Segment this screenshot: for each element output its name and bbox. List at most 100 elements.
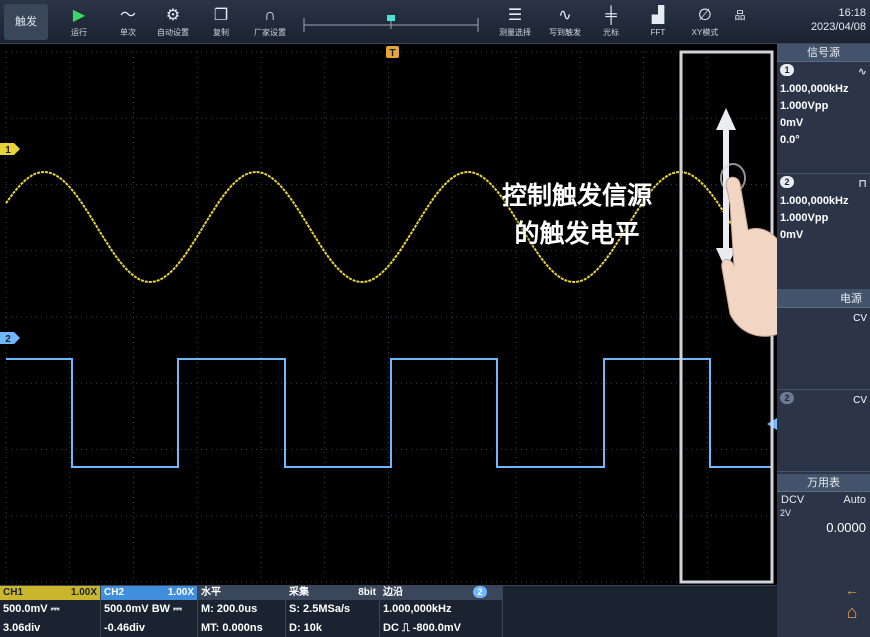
instruction-text-line1: 控制触发信源	[501, 182, 652, 210]
clock: 16:18 2023/04/08	[796, 6, 866, 34]
ch2-square-trace	[6, 358, 771, 468]
right-side-panel: 信号源 1 ∿ 1.000,000kHz 1.000Vpp 0mV 0.0° 2…	[777, 44, 870, 637]
measure-label: 测量选择	[499, 28, 531, 37]
ch2-name: CH2	[104, 587, 125, 598]
ch1-probe: 1.00X	[70, 587, 97, 598]
acquire-status[interactable]: 采集 8bit S: 2.5MSa/s D: 10k	[286, 586, 380, 637]
cursor-icon: ╪	[605, 7, 617, 24]
trigger-menu-button[interactable]: 触发	[4, 4, 48, 40]
horizontal-delay: MT: 0.000ns	[201, 622, 263, 634]
copy-button[interactable]: ❐ 复制	[204, 4, 238, 40]
ch2-probe: 1.00X	[167, 587, 194, 598]
trigger-source-badge: 2	[473, 586, 487, 598]
trigger-marker-label: T	[389, 48, 395, 59]
waveform-canvas[interactable]: T 1 2	[0, 44, 777, 585]
horizontal-status[interactable]: 水平 M: 200.0us MT: 0.000ns	[198, 586, 286, 637]
single-wave-icon: 〜	[119, 7, 136, 24]
trigger-title: 边沿	[383, 587, 403, 598]
time-position-bar[interactable]	[300, 12, 482, 32]
copy-icon: ❐	[213, 7, 229, 24]
fft-label: FFT	[650, 28, 666, 37]
ch2-status[interactable]: CH2 1.00X 500.0mV BW ⎓ -0.46div	[101, 586, 198, 637]
mask-button[interactable]: ∿ 写到触发	[542, 4, 588, 40]
xy-label: XY模式	[691, 28, 719, 37]
power-ch2-mode: CV	[853, 395, 867, 406]
dmm-mode[interactable]: DCV	[781, 494, 805, 506]
single-label: 单次	[120, 28, 136, 37]
dmm-reading: 0.0000	[826, 520, 866, 535]
cursor-button[interactable]: ╪ 光标	[594, 4, 628, 40]
source-ch2-amp: 1.000Vpp	[780, 212, 829, 224]
source-ch1-phase: 0.0°	[780, 134, 800, 146]
source-ch1-freq: 1.000,000kHz	[780, 83, 849, 95]
list-icon: ☰	[507, 7, 523, 24]
trigger-freq: 1.000,000kHz	[383, 603, 452, 615]
clock-time: 16:18	[838, 7, 866, 19]
power-ch2[interactable]: 2 CV	[777, 390, 870, 472]
ch1-sine-trace	[5, 170, 771, 284]
panel-nav: ← ⌂	[837, 582, 867, 632]
run-button[interactable]: ▶ 运行	[62, 4, 96, 40]
copy-label: 复制	[213, 28, 229, 37]
power-header[interactable]: 电源	[777, 290, 870, 308]
gear-icon: ⚙	[165, 7, 181, 24]
spectrum-icon: ▟	[651, 7, 665, 24]
fft-button[interactable]: ▟ FFT	[638, 4, 678, 40]
ch1-status[interactable]: CH1 1.00X 500.0mV ⎓ 3.06div	[0, 586, 101, 637]
dmm-range[interactable]: Auto	[843, 494, 866, 506]
source-ch1-amp: 1.000Vpp	[780, 100, 829, 112]
power-ch2-badge: 2	[780, 392, 794, 404]
run-label: 运行	[71, 28, 87, 37]
home-icon[interactable]: ⌂	[846, 602, 858, 622]
measure-button[interactable]: ☰ 测量选择	[492, 4, 538, 40]
source-ch1-badge: 1	[780, 64, 794, 76]
single-button[interactable]: 〜 单次	[108, 4, 148, 40]
signal-source-header[interactable]: 信号源	[777, 44, 870, 62]
acquire-bits: 8bit	[358, 587, 376, 598]
sine-wave-icon: ∿	[857, 66, 867, 78]
square-wave-icon: ⊓	[858, 178, 867, 190]
pointing-hand-icon	[720, 163, 777, 337]
trigger-level: DC ⎍ -800.0mV	[383, 622, 462, 634]
ch1-name: CH1	[3, 587, 24, 598]
bottom-status-bar: CH1 1.00X 500.0mV ⎓ 3.06div CH2 1.00X 50…	[0, 585, 777, 637]
reset-icon: ∩	[264, 7, 276, 24]
auto-setup-button[interactable]: ⚙ 自动设置	[152, 4, 194, 40]
clock-date: 2023/04/08	[810, 21, 866, 33]
waveform-display[interactable]: T 1 2	[0, 44, 777, 585]
xy-icon: ∅	[698, 7, 712, 24]
network-button[interactable]: 品	[730, 4, 750, 40]
dmm-settings[interactable]: DCV Auto	[777, 492, 870, 508]
ch2-marker-label: 2	[5, 334, 11, 345]
dmm-header[interactable]: 万用表	[777, 474, 870, 492]
arrow-left-icon[interactable]: ←	[845, 582, 859, 598]
ch1-offset-marker[interactable]: 1	[0, 143, 20, 156]
ch2-offset-marker[interactable]: 2	[0, 332, 20, 345]
horizontal-title: 水平	[201, 587, 221, 598]
network-icon: 品	[734, 10, 746, 22]
instruction-text-line2: 的触发电平	[514, 220, 640, 248]
source-ch2-freq: 1.000,000kHz	[780, 195, 849, 207]
ch1-scale: 500.0mV ⎓	[3, 603, 60, 615]
power-ch1-mode: CV	[853, 313, 867, 324]
factory-label: 厂家设置	[254, 28, 286, 37]
trigger-position-marker[interactable]: T	[386, 46, 399, 59]
acquire-title: 采集	[289, 587, 309, 598]
ch1-marker-label: 1	[5, 145, 11, 156]
horizontal-main: M: 200.0us	[201, 603, 258, 615]
acquire-rate: S: 2.5MSa/s	[289, 603, 351, 615]
ch2-scale: 500.0mV BW ⎓	[104, 603, 182, 615]
power-ch1[interactable]: 1 CV	[777, 308, 870, 390]
factory-button[interactable]: ∩ 厂家设置	[248, 4, 292, 40]
source-ch2-badge: 2	[780, 176, 794, 188]
wave-trigger-icon: ∿	[558, 7, 572, 24]
xy-mode-button[interactable]: ∅ XY模式	[684, 4, 726, 40]
signal-source-ch1[interactable]: 1 ∿ 1.000,000kHz 1.000Vpp 0mV 0.0°	[777, 62, 870, 174]
auto-setup-label: 自动设置	[157, 28, 189, 37]
source-ch1-offset: 0mV	[780, 117, 804, 129]
trigger-status[interactable]: 边沿 2 1.000,000kHz DC ⎍ -800.0mV	[380, 586, 503, 637]
signal-source-ch2[interactable]: 2 ⊓ 1.000,000kHz 1.000Vpp 0mV	[777, 174, 870, 290]
source-ch2-offset: 0mV	[780, 229, 804, 241]
time-position-marker[interactable]	[387, 15, 395, 21]
